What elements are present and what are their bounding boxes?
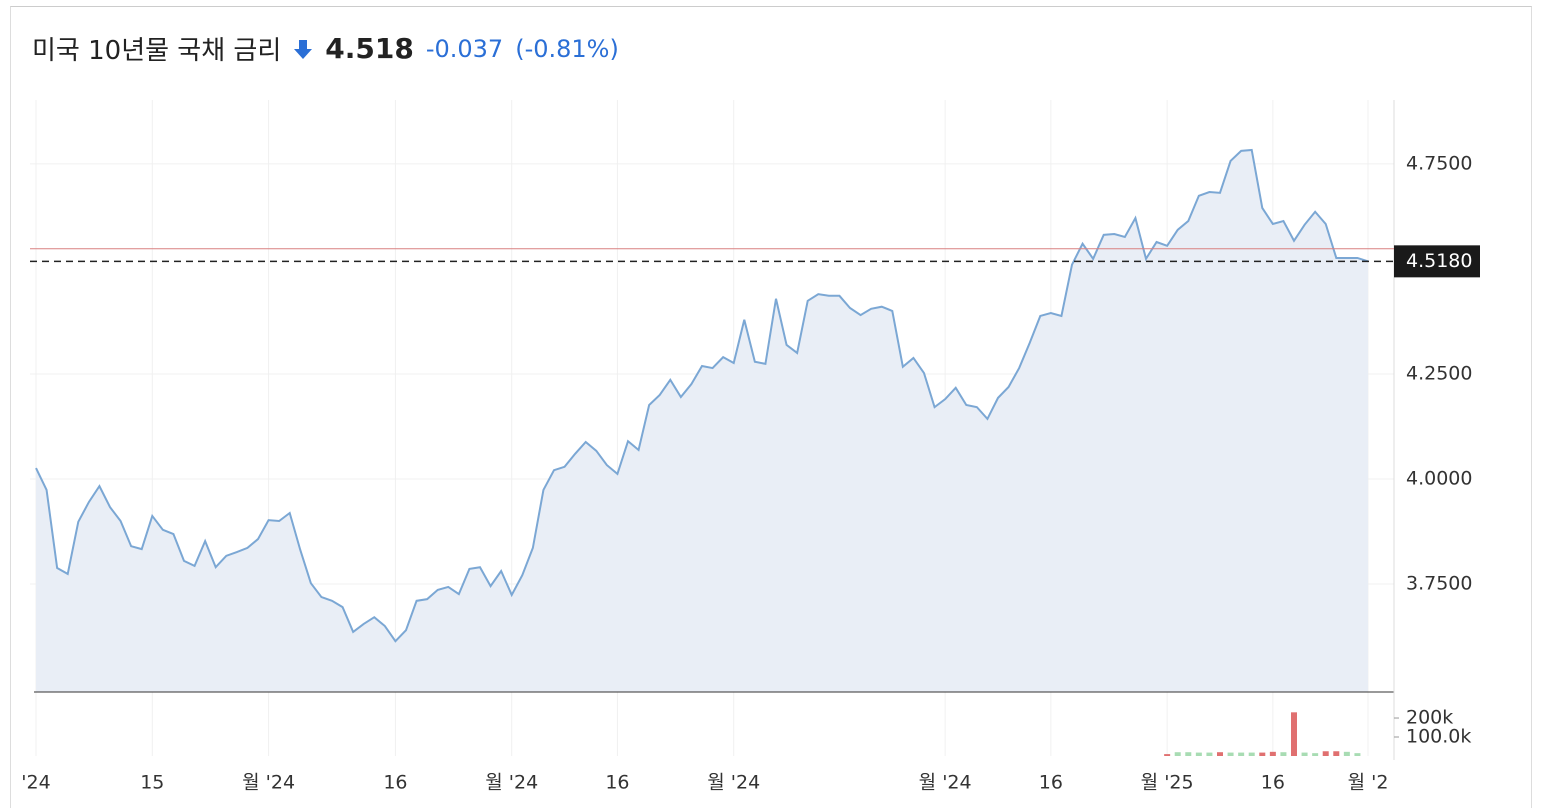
price: 4.518 (325, 32, 414, 65)
title: 미국 10년물 국채 금리 (32, 36, 282, 66)
header: 미국 10년물 국채 금리 4.518 -0.037 (-0.81%) (32, 30, 619, 67)
change-percent: (-0.81%) (515, 34, 619, 63)
down-arrow-icon (294, 39, 313, 59)
change: -0.037 (425, 34, 504, 63)
card (10, 6, 1532, 808)
